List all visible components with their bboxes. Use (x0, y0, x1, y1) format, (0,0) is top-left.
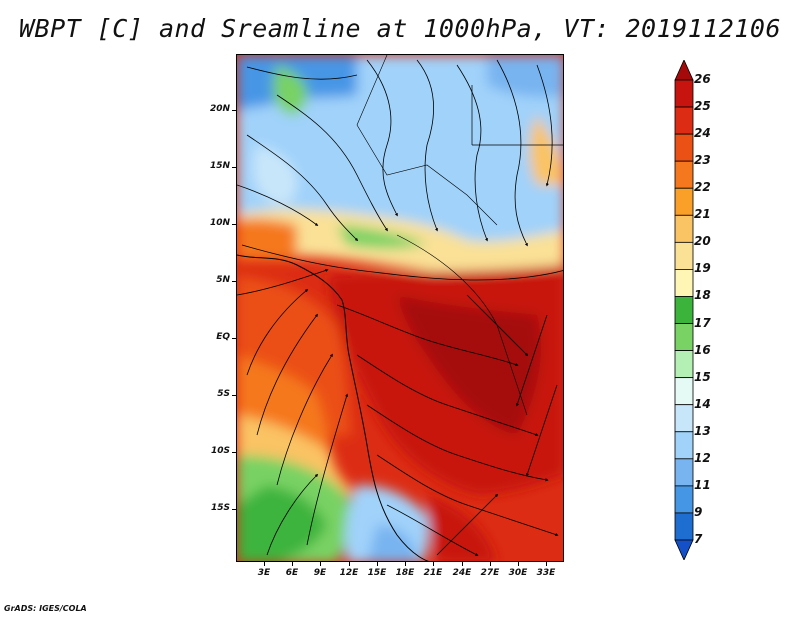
lon-tick (546, 562, 547, 566)
colorbar-segment (674, 79, 694, 108)
lat-label-20n: 20N (209, 104, 230, 114)
lon-tick (292, 562, 293, 566)
colorbar-segment (674, 106, 694, 135)
colorbar-label: 7 (694, 532, 703, 546)
lon-label-30e: 30E (508, 568, 528, 578)
colorbar-segment (674, 323, 694, 351)
colorbar-segment (674, 214, 694, 243)
lat-tick (232, 167, 236, 168)
lon-label-18e: 18E (395, 568, 415, 578)
streamlines (237, 59, 563, 556)
colorbar-label: 14 (694, 396, 711, 411)
lon-label-15e: 15E (367, 568, 387, 578)
lon-label-24e: 24E (452, 568, 472, 578)
lon-label-33e: 33E (536, 568, 556, 578)
colorbar (674, 60, 694, 560)
colorbar-label: 21 (694, 207, 711, 222)
colorbar-segment (674, 539, 694, 560)
footer-credit: GrADS: IGES/COLA (4, 604, 87, 613)
colorbar-segment (674, 160, 694, 189)
lon-tick (349, 562, 350, 566)
colorbar-segment (674, 512, 694, 541)
lat-tick (232, 395, 236, 396)
lat-tick (232, 452, 236, 453)
lat-tick (232, 110, 236, 111)
colorbar-segment (674, 350, 694, 379)
colorbar-label: 16 (694, 342, 711, 357)
lat-label-15n: 15N (209, 161, 230, 171)
colorbar-label: 13 (694, 423, 711, 438)
colorbar-label: 15 (694, 369, 711, 384)
colorbar-segment (674, 60, 694, 81)
lat-tick (232, 338, 236, 339)
colorbar-segment (674, 296, 694, 324)
lon-label-12e: 12E (339, 568, 359, 578)
lon-tick (264, 562, 265, 566)
lon-tick (377, 562, 378, 566)
colorbar-label: 25 (694, 99, 711, 114)
colorbar-label: 24 (694, 126, 711, 141)
lon-tick (518, 562, 519, 566)
temperature-shading (237, 55, 563, 561)
lat-label-eq: EQ (216, 332, 230, 342)
colorbar-label: 12 (694, 450, 711, 465)
map-panel (236, 54, 564, 562)
colorbar-segment (674, 187, 694, 216)
map-title: WBPT [C] and Sreamline at 1000hPa, VT: 2… (18, 14, 781, 43)
lon-label-27e: 27E (480, 568, 500, 578)
colorbar-segment (674, 133, 694, 162)
colorbar-label: 26 (694, 72, 711, 86)
lon-label-6e: 6E (285, 568, 299, 578)
lon-tick (433, 562, 434, 566)
lat-tick (232, 281, 236, 282)
wbpt-field (237, 55, 563, 561)
colorbar-segment (674, 241, 694, 270)
colorbar-label: 11 (694, 477, 711, 492)
lat-label-10n: 10N (209, 218, 230, 228)
colorbar-segment (674, 377, 694, 406)
colorbar-label: 17 (694, 315, 711, 330)
colorbar-segment (674, 458, 694, 487)
lat-tick (232, 224, 236, 225)
boundaries (237, 55, 563, 561)
lon-label-21e: 21E (423, 568, 443, 578)
lon-tick (405, 562, 406, 566)
lon-label-9e: 9E (313, 568, 327, 578)
lat-label-10s: 10S (210, 446, 230, 456)
colorbar-segment (674, 404, 694, 433)
colorbar-segment (674, 269, 694, 297)
lat-tick (232, 509, 236, 510)
colorbar-segment (674, 485, 694, 514)
colorbar-label: 20 (694, 234, 711, 249)
colorbar-segment (674, 431, 694, 460)
lon-tick (490, 562, 491, 566)
colorbar-label: 23 (694, 153, 711, 168)
colorbar-label: 22 (694, 180, 711, 195)
colorbar-label: 18 (694, 288, 711, 303)
lon-tick (320, 562, 321, 566)
lat-label-5s: 5S (217, 389, 230, 399)
colorbar-label: 9 (694, 504, 703, 519)
lon-tick (462, 562, 463, 566)
lat-label-15s: 15S (210, 503, 230, 513)
lon-label-3e: 3E (257, 568, 271, 578)
lat-label-5n: 5N (216, 275, 230, 285)
colorbar-label: 19 (694, 261, 711, 276)
